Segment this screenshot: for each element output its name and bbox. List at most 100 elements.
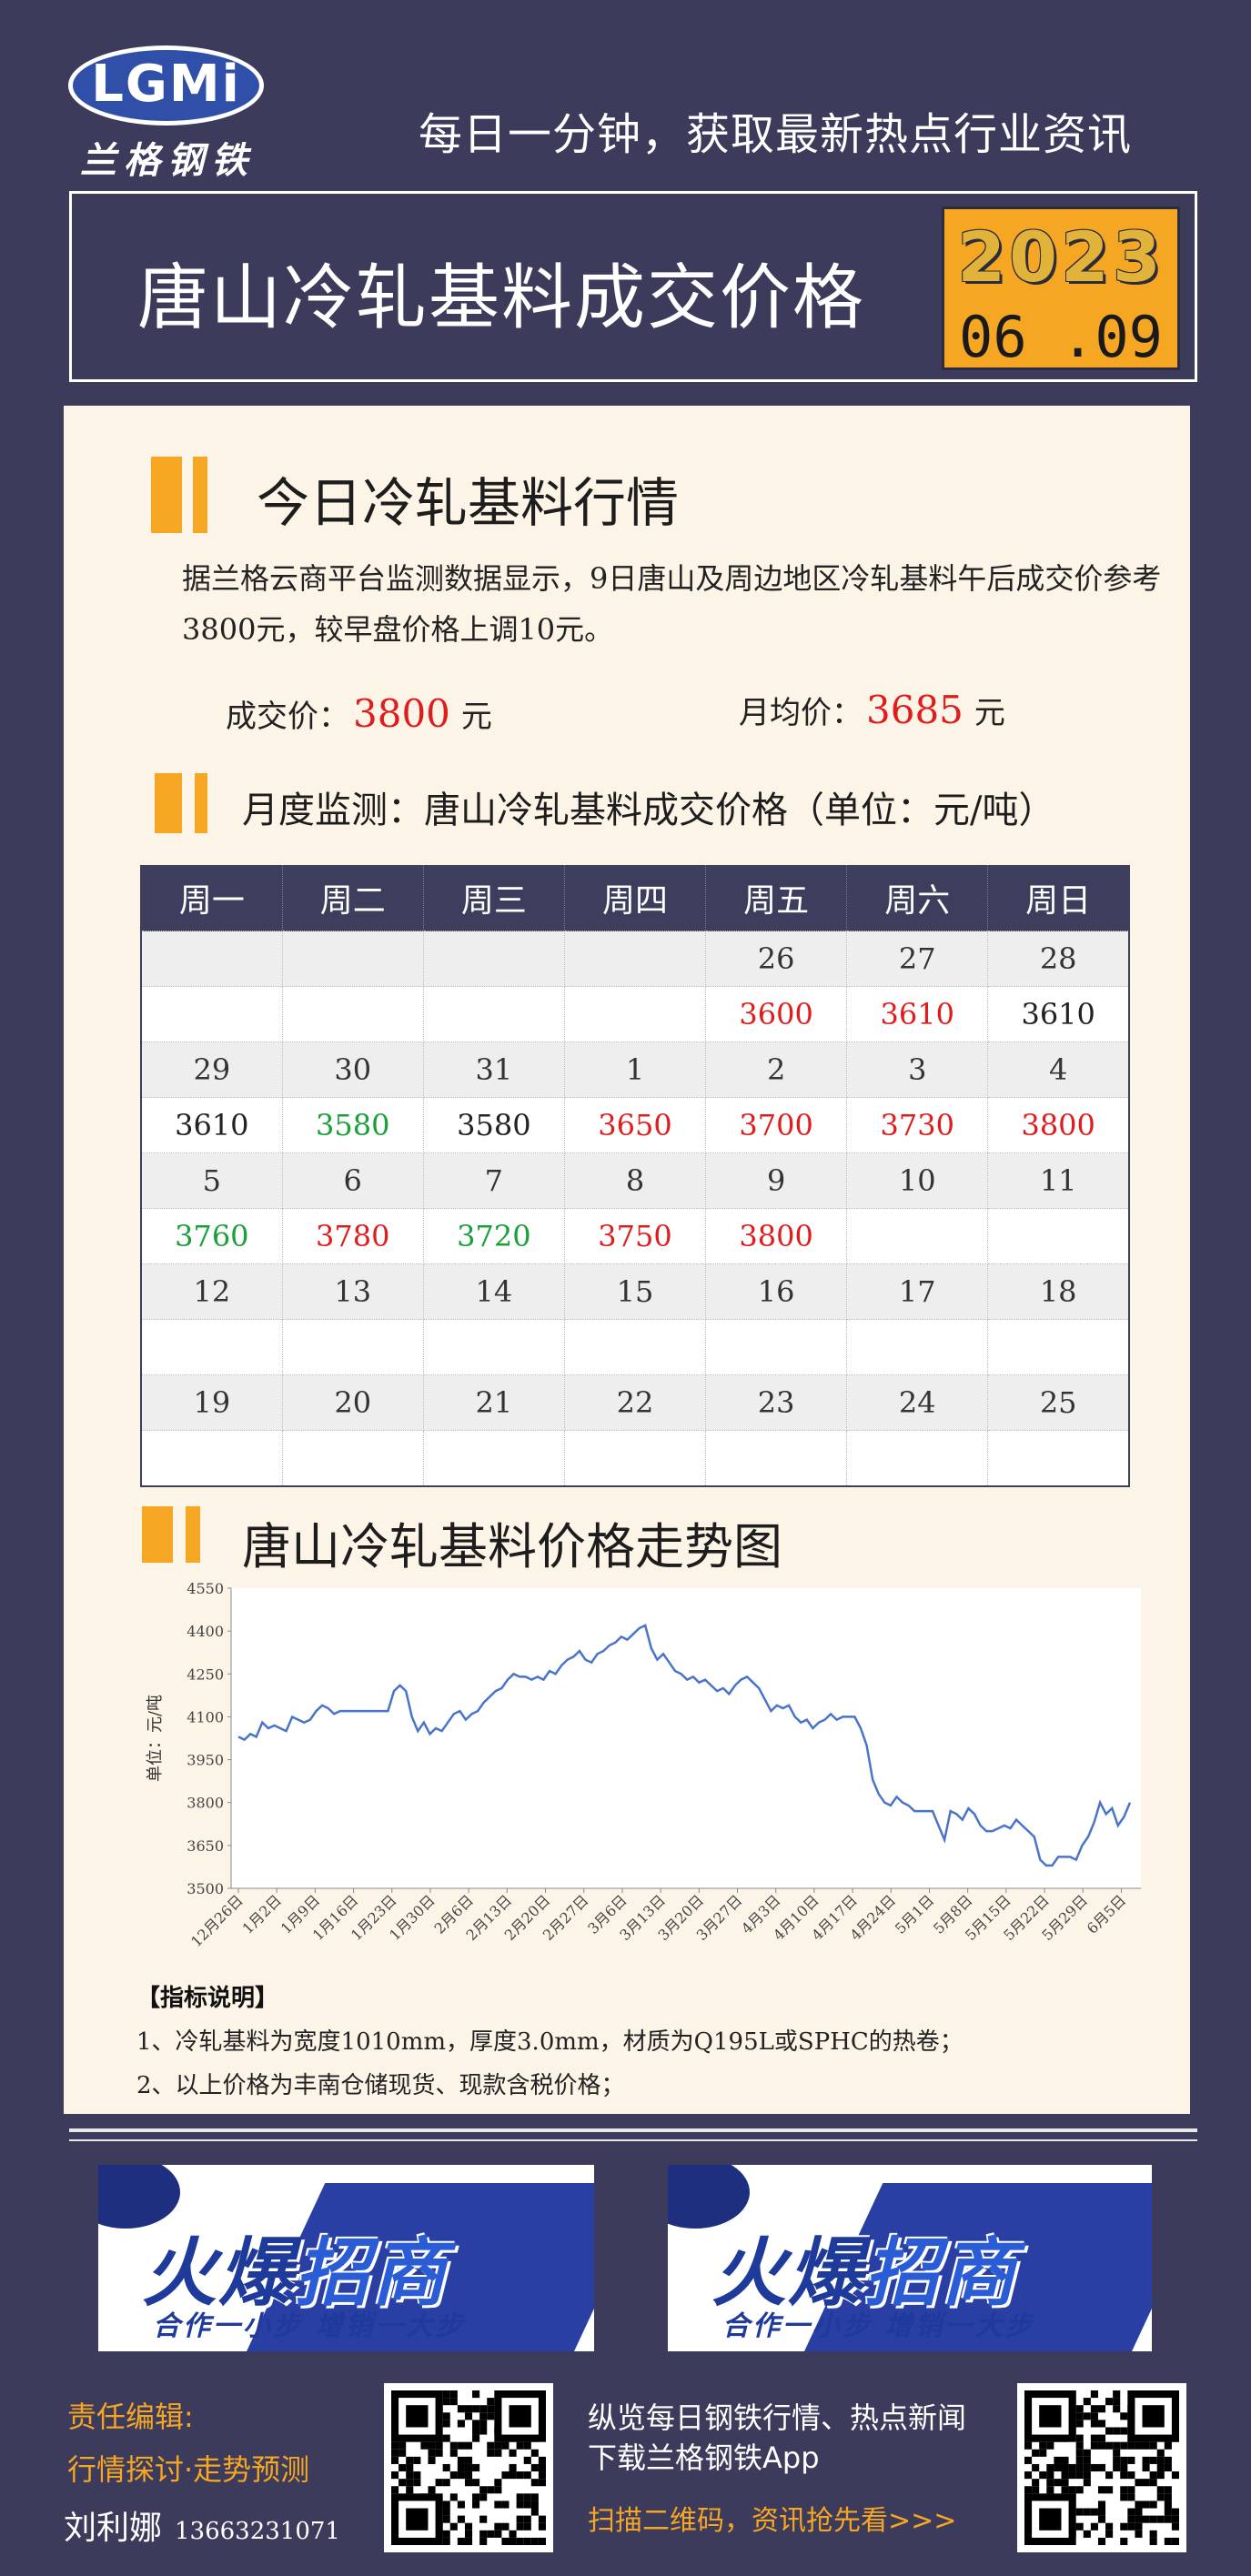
notes-title: 【指标说明】 (136, 1985, 279, 2012)
price-calendar: 周一 周二 周三 周四 周五 周六 周日 26 27 28 3600 3610 3610 29 30 31 1… (140, 865, 1130, 1487)
price-cell: 3760 (140, 1208, 283, 1264)
date-cell: 29 (140, 1041, 283, 1098)
price-cell: 3650 (563, 1097, 707, 1153)
slogan: 每日一分钟，获取最新热点行业资讯 (419, 109, 1133, 160)
y-tick-label: 4250 (187, 1665, 224, 1683)
date-cell: 5 (140, 1152, 283, 1209)
date-cell: 4 (987, 1041, 1130, 1098)
price-cell (140, 1430, 283, 1487)
calendar-date-row: 19 20 21 22 23 24 25 (140, 1374, 1130, 1431)
date-cell: 20 (281, 1374, 424, 1431)
date-cell (140, 931, 283, 987)
qr-code-icon[interactable] (384, 2383, 553, 2552)
date-cell: 22 (563, 1374, 707, 1431)
date-cell: 8 (563, 1152, 707, 1209)
date-cell (422, 931, 565, 987)
price-cell: 3750 (563, 1208, 707, 1264)
price-cell: 3780 (281, 1208, 424, 1264)
y-tick-label: 3950 (187, 1752, 224, 1769)
section-marker-icon (142, 1506, 202, 1563)
date-cell: 31 (422, 1041, 565, 1098)
plot-area (231, 1588, 1141, 1888)
date-cell: 9 (705, 1152, 848, 1209)
price-cell (422, 1319, 565, 1375)
editor-tag: 行情探讨·走势预测 (67, 2452, 310, 2487)
note-item-2: 2、以上价格为丰南仓储现货、现款含税价格； (136, 2072, 625, 2099)
price-cell: 3580 (281, 1097, 424, 1153)
editor-name: 刘利娜 (64, 2510, 163, 2547)
date-cell: 27 (846, 931, 989, 987)
ad-banner-1[interactable]: 火爆招商 合作一小步 增销一大步 (98, 2165, 594, 2351)
today-paragraph: 据兰格云商平台监测数据显示，9日唐山及周边地区冷轧基料午后成交价参考3800元，… (182, 561, 1162, 647)
ad-headline: 火爆招商 (142, 2230, 448, 2317)
date-month-day: 06 .09 (959, 304, 1163, 370)
lgmi-logo: LGMi 兰格钢铁 (64, 36, 273, 182)
monthly-heading: 月度监测：唐山冷轧基料成交价格（单位：元/吨） (242, 790, 1055, 831)
date-cell: 1 (563, 1041, 707, 1098)
calendar-date-row: 29 30 31 1 2 3 4 (140, 1041, 1130, 1098)
deal-price-block: 成交价：3800 元 (226, 691, 492, 736)
price-cell: 3600 (705, 986, 848, 1042)
price-cell (987, 1208, 1130, 1264)
price-cell (422, 1430, 565, 1487)
weekday-header: 周一 (141, 865, 283, 931)
price-cell (281, 986, 424, 1042)
calendar-date-row: 26 27 28 (140, 931, 1130, 987)
note-item-1: 1、冷轧基料为宽度1010mm，厚度3.0mm，材质为Q195L或SPHC的热卷… (136, 2028, 963, 2056)
price-cell (563, 1430, 707, 1487)
date-cell: 7 (422, 1152, 565, 1209)
calendar-price-row: 3600 3610 3610 (140, 986, 1130, 1042)
y-tick-label: 3800 (187, 1795, 224, 1812)
ad-tagline: 合作一小步 增销一大步 (153, 2310, 466, 2342)
price-trend-chart: 3500 3650 3800 3950 4100 4250 4400 4550 单位：元/吨 12… (146, 1580, 1141, 1950)
date-cell: 10 (846, 1152, 989, 1209)
date-cell: 13 (281, 1263, 424, 1320)
qr-code-icon[interactable] (1017, 2383, 1186, 2552)
date-cell: 17 (846, 1263, 989, 1320)
date-cell: 25 (987, 1374, 1130, 1431)
date-cell: 23 (705, 1374, 848, 1431)
price-cell: 3720 (422, 1208, 565, 1264)
y-tick-label: 4550 (187, 1580, 224, 1597)
price-cell (422, 986, 565, 1042)
price-cell (846, 1430, 989, 1487)
avg-price-block: 月均价：3685 元 (739, 688, 1005, 732)
date-cell: 6 (281, 1152, 424, 1209)
ad-tagline: 合作一小步 增销一大步 (722, 2310, 1035, 2342)
price-cell: 3800 (987, 1097, 1130, 1153)
date-cell: 19 (140, 1374, 283, 1431)
divider (69, 2128, 1197, 2132)
weekday-header: 周二 (282, 865, 424, 931)
price-cell (563, 986, 707, 1042)
price-cell (846, 1319, 989, 1375)
series-line (237, 1624, 1132, 1867)
avg-price-label: 月均价： (739, 695, 863, 731)
logo-oval (68, 45, 264, 126)
weekday-header: 周六 (846, 865, 989, 931)
app-line-2: 下载兰格钢铁App (588, 2440, 820, 2475)
app-cta[interactable]: 扫描二维码，资讯抢先看>>> (588, 2505, 957, 2537)
editor-contact: 刘利娜 13663231071 (64, 2501, 340, 2549)
price-cell (705, 1319, 848, 1375)
date-cell: 24 (846, 1374, 989, 1431)
date-cell: 16 (705, 1263, 848, 1320)
calendar-price-row: 3610 3580 3580 3650 3700 3730 3800 (140, 1097, 1130, 1153)
editor-phone: 13663231071 (175, 2518, 340, 2545)
title-box: 唐山冷轧基料成交价格 2023 06 .09 (69, 191, 1197, 382)
avg-price-unit: 元 (974, 695, 1005, 731)
calendar-price-row (140, 1430, 1130, 1487)
calendar-price-row: 3760 3780 3720 3750 3800 (140, 1208, 1130, 1264)
x-tick-label: 12月26日 (187, 1891, 247, 1950)
page-title: 唐山冷轧基料成交价格 (137, 257, 866, 339)
x-tick-label: 6月5日 (1084, 1891, 1129, 1937)
ad-banner-2[interactable]: 火爆招商 合作一小步 增销一大步 (668, 2165, 1152, 2351)
calendar-date-row: 12 13 14 15 16 17 18 (140, 1263, 1130, 1320)
ad-headline: 火爆招商 (711, 2230, 1017, 2317)
calendar-price-row (140, 1319, 1130, 1375)
price-cell (140, 986, 283, 1042)
date-cell (563, 931, 707, 987)
price-cell: 3700 (705, 1097, 848, 1153)
date-badge: 2023 06 .09 (942, 206, 1180, 370)
date-year: 2023 (957, 216, 1165, 297)
deal-price-unit: 元 (460, 699, 492, 735)
